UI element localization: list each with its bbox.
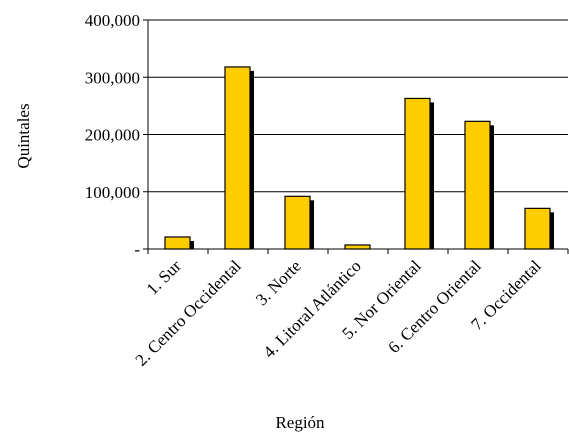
bar	[464, 120, 491, 250]
bar	[164, 236, 191, 250]
gridlines	[148, 19, 568, 193]
x-category-label: 1. Sur	[143, 256, 185, 298]
bar	[524, 207, 551, 250]
y-tick-label: -	[134, 240, 140, 259]
y-tick-labels: - 100,000 200,000 300,000 400,000	[85, 11, 141, 259]
y-tick-label: 100,000	[85, 183, 140, 202]
x-axis-label: Región	[275, 413, 325, 432]
axes	[143, 19, 569, 254]
x-category-label: 2. Centro Occidental	[132, 256, 245, 369]
y-axis-label: Quintales	[14, 103, 33, 168]
bar	[224, 66, 251, 250]
y-tick-label: 400,000	[85, 11, 140, 30]
bar	[404, 97, 431, 250]
bars	[164, 66, 554, 250]
y-tick-label: 200,000	[85, 126, 140, 145]
x-category-label: 3. Norte	[252, 256, 305, 309]
bar	[284, 195, 311, 250]
bar	[344, 244, 371, 250]
y-tick-label: 300,000	[85, 68, 140, 87]
